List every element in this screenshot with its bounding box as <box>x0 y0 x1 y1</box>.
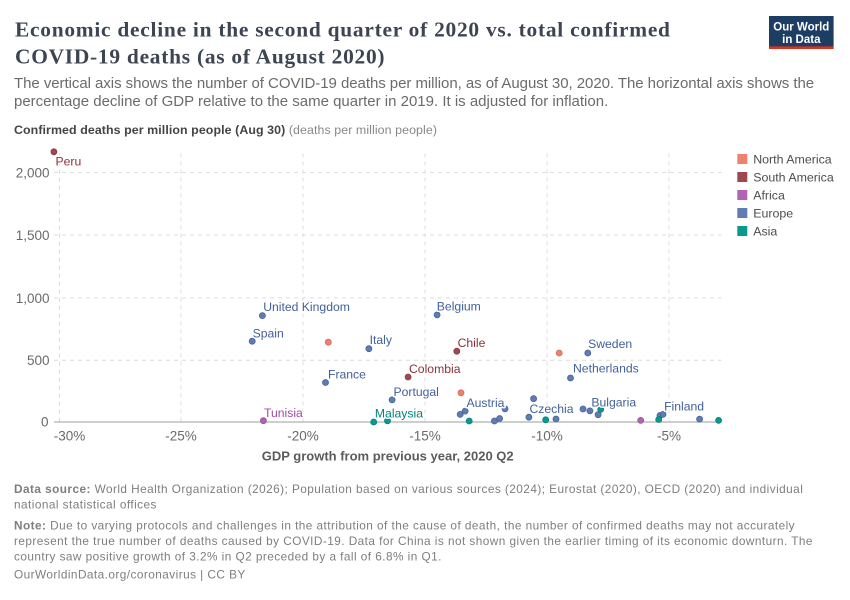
svg-text:Tunisia: Tunisia <box>264 406 303 420</box>
svg-text:-5%: -5% <box>657 429 681 444</box>
svg-text:Sweden: Sweden <box>588 337 632 351</box>
svg-text:percentage decline of GDP rela: percentage decline of GDP relative to th… <box>14 93 608 110</box>
svg-text:Malaysia: Malaysia <box>375 406 423 420</box>
svg-text:Note: Due to varying protocols: Note: Due to varying protocols and chall… <box>14 518 795 532</box>
svg-text:Spain: Spain <box>253 327 284 341</box>
svg-text:2,000: 2,000 <box>16 165 50 180</box>
svg-text:1,000: 1,000 <box>16 291 50 306</box>
svg-text:Portugal: Portugal <box>394 385 439 399</box>
svg-text:Our World: Our World <box>773 22 829 34</box>
svg-text:Austria: Austria <box>467 396 505 410</box>
svg-text:-25%: -25% <box>165 429 197 444</box>
svg-text:Economic decline in the second: Economic decline in the second quarter o… <box>15 18 671 42</box>
svg-text:Chile: Chile <box>458 336 486 350</box>
svg-text:in Data: in Data <box>782 34 821 46</box>
svg-text:country saw positive growth of: country saw positive growth of 3.2% in Q… <box>14 549 442 563</box>
svg-text:500: 500 <box>27 353 50 368</box>
svg-text:South America: South America <box>753 171 834 185</box>
svg-text:represent the true number of d: represent the true number of deaths caus… <box>14 534 813 548</box>
svg-text:North America: North America <box>753 153 832 167</box>
svg-text:Peru: Peru <box>56 155 82 169</box>
svg-text:0: 0 <box>41 415 49 430</box>
svg-text:Belgium: Belgium <box>437 300 481 314</box>
svg-text:Confirmed deaths per million p: Confirmed deaths per million people (Aug… <box>14 123 437 137</box>
svg-text:Colombia: Colombia <box>409 362 461 376</box>
svg-text:Czechia: Czechia <box>530 402 574 416</box>
svg-text:United Kingdom: United Kingdom <box>263 300 350 314</box>
svg-text:Asia: Asia <box>753 225 777 239</box>
svg-text:OurWorldinData.org/coronavirus: OurWorldinData.org/coronavirus | CC BY <box>14 567 246 581</box>
svg-text:-30%: -30% <box>54 429 86 444</box>
svg-text:France: France <box>328 368 366 382</box>
svg-text:-15%: -15% <box>409 429 441 444</box>
svg-text:Finland: Finland <box>664 399 704 413</box>
svg-text:Netherlands: Netherlands <box>573 362 639 376</box>
svg-text:Europe: Europe <box>753 207 793 221</box>
svg-text:-10%: -10% <box>531 429 563 444</box>
svg-text:GDP growth from previous year,: GDP growth from previous year, 2020 Q2 <box>262 449 514 464</box>
svg-text:Data source: World Health Orga: Data source: World Health Organization (… <box>14 482 803 496</box>
svg-text:Bulgaria: Bulgaria <box>591 396 636 410</box>
svg-text:national statistical offices: national statistical offices <box>14 498 157 512</box>
svg-text:Italy: Italy <box>370 333 393 347</box>
svg-text:1,500: 1,500 <box>16 228 50 243</box>
svg-text:Africa: Africa <box>753 189 785 203</box>
svg-text:-20%: -20% <box>287 429 319 444</box>
svg-text:The vertical axis shows the nu: The vertical axis shows the number of CO… <box>14 75 814 92</box>
svg-text:COVID-19 deaths (as of August: COVID-19 deaths (as of August 2020) <box>15 45 385 69</box>
